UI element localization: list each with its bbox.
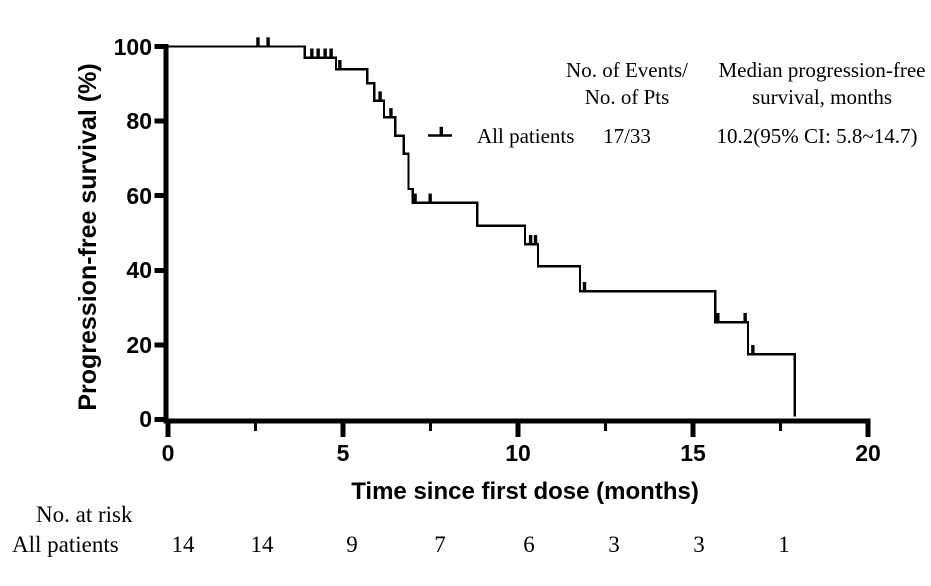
legend-censor-symbol-icon	[428, 126, 452, 137]
median-header-line1: Median progression-free	[718, 58, 926, 82]
x-tick-label-0: 0	[161, 440, 175, 466]
legend-events-value: 17/33	[603, 124, 651, 148]
x-axis	[163, 418, 871, 437]
risk-table-header: No. at risk	[36, 502, 133, 527]
risk-value-4: 6	[523, 532, 535, 557]
y-tick-label-60: 60	[126, 183, 152, 209]
y-tick-label-0: 0	[139, 406, 152, 432]
median-header-line2: survival, months	[752, 85, 892, 109]
y-axis	[154, 44, 169, 422]
risk-value-5: 3	[608, 532, 620, 557]
x-tick-label-5: 5	[336, 440, 350, 466]
legend-median-value: 10.2(95% CI: 5.8~14.7)	[716, 124, 918, 148]
y-tick-label-20: 20	[126, 332, 152, 358]
y-tick-label-80: 80	[126, 108, 152, 134]
risk-row-label: All patients	[12, 532, 119, 557]
risk-value-7: 1	[778, 532, 790, 557]
risk-value-1: 14	[250, 532, 274, 557]
y-tick-label-40: 40	[126, 257, 152, 283]
risk-value-2: 9	[346, 532, 358, 557]
events-header-line2: No. of Pts	[584, 85, 670, 109]
x-axis-title: Time since first dose (months)	[351, 478, 699, 505]
km-series	[168, 37, 797, 417]
x-tick-label-15: 15	[680, 440, 706, 466]
risk-value-6: 3	[693, 532, 705, 557]
events-header-line1: No. of Events/	[566, 58, 688, 82]
y-axis-title: Progression-free survival (%)	[74, 63, 102, 411]
risk-value-3: 7	[434, 532, 446, 557]
x-tick-label-10: 10	[505, 440, 531, 466]
risk-value-0: 14	[171, 532, 195, 557]
y-tick-label-100: 100	[113, 34, 152, 60]
legend-series-label: All patients	[477, 124, 575, 148]
x-tick-label-20: 20	[855, 440, 881, 466]
